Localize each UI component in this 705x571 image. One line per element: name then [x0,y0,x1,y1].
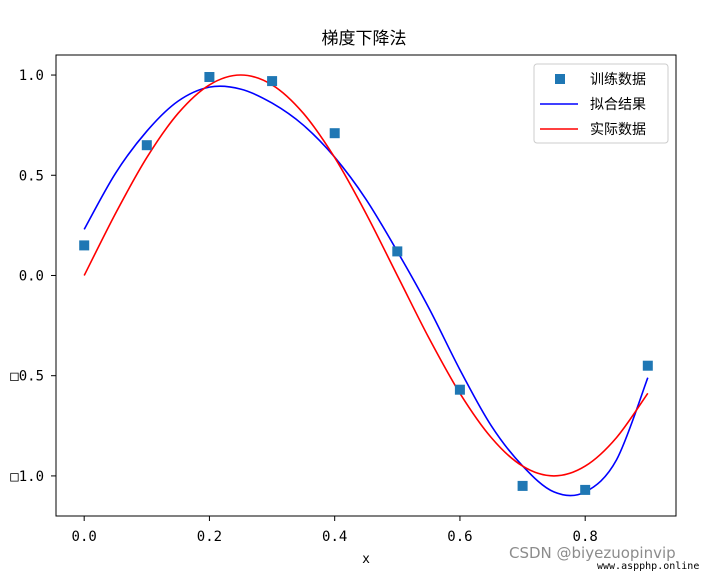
y-tick-label: 1.0 [19,68,44,84]
legend-marker-square [555,74,565,84]
watermark-site: www.aspphp.online [597,561,699,571]
legend-entry-label: 拟合结果 [590,97,646,113]
y-tick-label: □1.0 [10,469,44,485]
training-data-point [580,484,591,495]
actual-data-line [83,74,649,477]
legend-entry-label: 实际数据 [590,122,646,138]
y-tick-label: 0.0 [19,268,44,284]
y-tick-label: □0.5 [10,369,44,385]
y-tick-label: 0.5 [19,168,44,184]
watermark-text: CSDN @biyezuopinvip [509,544,676,562]
plot-frame [55,54,677,517]
x-tick-label: 0.8 [573,529,598,545]
training-data-point [204,72,215,82]
x-tick-label: 0.4 [322,529,347,545]
x-tick-label: 0.6 [447,529,472,545]
plot-series [79,72,653,497]
axes: 0.0 0.2 0.4 0.6 0.8 1.0 0.5 0.0 □0.5 □1.0 [10,68,598,545]
training-data-point [79,240,90,251]
legend-frame [533,63,669,144]
legend-entry-label: 训练数据 [590,72,646,88]
training-data-point [517,480,528,491]
training-data-point [267,76,278,87]
x-tick-label: 0.0 [72,529,97,545]
x-axis-label: x [362,552,370,567]
fit-result-line [83,85,649,497]
training-data-point [392,246,403,257]
training-data-point [329,128,340,139]
x-tick-label: 0.2 [197,529,222,545]
training-data-point [642,360,653,371]
training-data-point [454,384,465,395]
chart-title: 梯度下降法 [322,29,407,49]
training-data-point [141,140,152,151]
